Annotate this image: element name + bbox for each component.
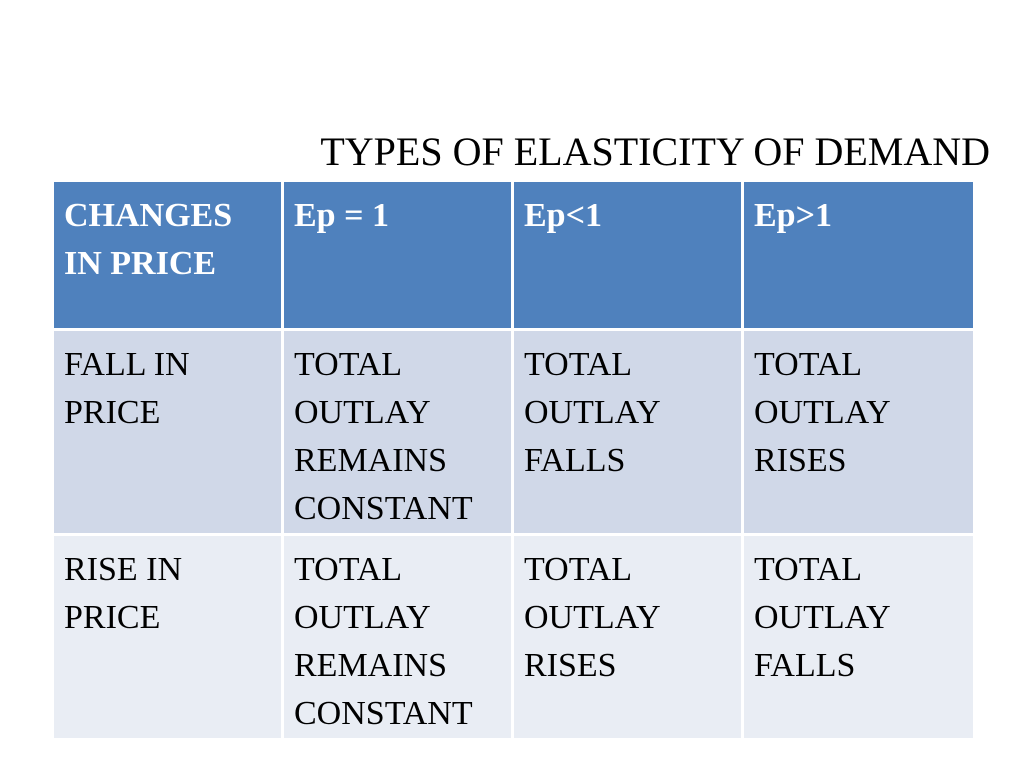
header-cell-changes-in-price: CHANGES IN PRICE — [51, 179, 284, 331]
table-cell: TOTAL OUTLAY FALLS — [511, 328, 744, 536]
table-cell: TOTAL OUTLAY FALLS — [741, 533, 976, 741]
table-cell: TOTAL OUTLAY REMAINS CONSTANT — [281, 533, 514, 741]
table-cell: TOTAL OUTLAY REMAINS CONSTANT — [281, 328, 514, 536]
table-row: FALL IN PRICE TOTAL OUTLAY REMAINS CONST… — [51, 328, 976, 536]
table-cell: RISE IN PRICE — [51, 533, 284, 741]
table-row: RISE IN PRICE TOTAL OUTLAY REMAINS CONST… — [51, 533, 976, 741]
header-cell-ep-less-1: Ep<1 — [511, 179, 744, 331]
table-cell: TOTAL OUTLAY RISES — [741, 328, 976, 536]
header-cell-ep-equal-1: Ep = 1 — [281, 179, 514, 331]
slide-title: TYPES OF ELASTICITY OF DEMAND — [320, 129, 990, 174]
table-cell: TOTAL OUTLAY RISES — [511, 533, 744, 741]
table-header-row: CHANGES IN PRICE Ep = 1 Ep<1 Ep>1 — [51, 179, 976, 331]
table-cell: FALL IN PRICE — [51, 328, 284, 536]
header-cell-ep-greater-1: Ep>1 — [741, 179, 976, 331]
elasticity-table: CHANGES IN PRICE Ep = 1 Ep<1 Ep>1 FALL I… — [51, 179, 976, 741]
